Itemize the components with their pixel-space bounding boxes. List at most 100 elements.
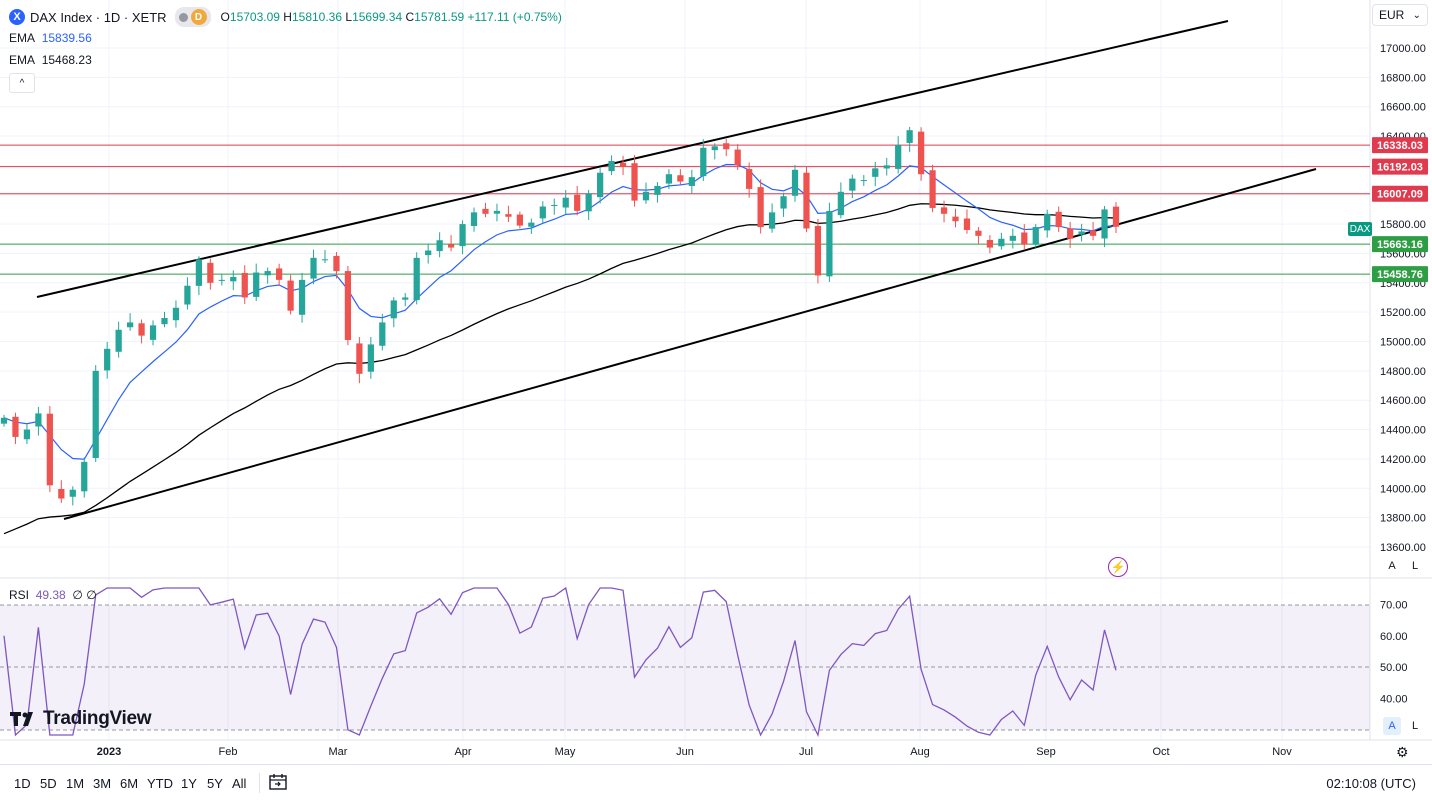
tradingview-logo: TradingView [10,708,152,730]
candle-body [516,214,523,226]
candle-body [711,146,718,151]
candle-body [883,165,890,169]
candle-body [1032,227,1039,245]
market-status[interactable]: D [174,7,211,27]
candle-body [1078,231,1085,235]
candle-body [940,207,948,214]
range-1m-button[interactable]: 1M [66,776,85,791]
candle-body [757,187,764,228]
rsi-auto-scale-button[interactable]: A [1383,717,1401,735]
candle-body [413,257,420,301]
candle-body [379,322,386,346]
range-1y-button[interactable]: 1Y [181,776,197,791]
candle-body [734,149,741,166]
clock[interactable]: 02:10:08 (UTC) [1326,776,1416,791]
level-tag [1372,185,1428,202]
candle-body [436,240,443,252]
candle-body [493,210,501,214]
calendar-icon[interactable] [268,772,288,792]
last-price-tag: DAX [1348,222,1372,236]
range-5d-button[interactable]: 5D [40,776,57,791]
candle-body [975,230,982,236]
toolbar-divider [259,773,260,793]
status-dot-icon [178,12,188,22]
candle-body [58,488,65,499]
time-label: Feb [219,746,238,758]
level-tag [1372,236,1428,253]
lightning-icon[interactable]: ⚡ [1108,557,1128,577]
candle-body [35,413,42,427]
range-all-button[interactable]: All [232,776,247,791]
range-1d-button[interactable]: 1D [14,776,31,791]
price-tick-label: 15200.00 [1380,307,1426,319]
level-tag-text: 15663.16 [1377,239,1423,251]
candle-body [310,257,317,279]
price-tick-label: 14000.00 [1380,483,1426,495]
candle-body [115,329,122,352]
range-6m-button[interactable]: 6M [120,776,139,791]
candle-body [1044,213,1051,231]
candle-body [872,168,879,177]
candle-body [482,208,489,214]
tradingview-mark-icon [10,712,33,726]
candle-body [791,169,799,196]
range-3m-button[interactable]: 3M [93,776,112,791]
level-tags: 16338.03 16192.03 16007.09 15663.16 15458.76 [1372,137,1428,283]
rsi-legend[interactable]: RSI 49.38 ∅ ∅ [9,588,97,602]
candle-body [619,162,627,167]
candle-body [665,174,673,184]
candle-body [138,323,145,336]
auto-scale-button[interactable]: A [1383,557,1401,575]
candle-body [1021,232,1028,245]
candle-body [287,280,294,311]
candle-body [700,147,707,177]
candle-body [551,205,558,207]
candle-body [104,348,111,371]
time-label: Jun [676,746,694,758]
candle-body [126,322,134,328]
candle-body [230,276,237,282]
candle-body [814,226,822,276]
candle-body [826,210,833,277]
rsi-tick-label: 50.00 [1380,662,1408,674]
candle-body [929,170,936,208]
rsi-log-scale-button[interactable]: L [1406,717,1424,735]
price-chart[interactable]: 17000.0016800.0016600.0016400.0016200.00… [0,0,1432,764]
price-tick-label: 14400.00 [1380,425,1426,437]
rsi-tick-label: 40.00 [1380,693,1408,705]
candle-body [803,172,810,229]
price-tick-label: 16800.00 [1380,72,1426,84]
log-scale-button[interactable]: L [1406,557,1424,575]
candle-body [264,271,271,276]
ema-fast-legend[interactable]: EMA 15839.56 [9,31,92,45]
rsi-axis-ticks: 70.00 60.00 50.00 40.00 [1380,600,1408,706]
candle-body [161,318,168,325]
candle-body [367,344,374,372]
candle-body [241,272,248,298]
symbol-title[interactable]: DAX Index · 1D · XETR [30,9,167,25]
candle-body [677,175,684,182]
candle-body [344,271,352,341]
candle-body [470,212,478,227]
candle-body [917,131,925,175]
candle-body [276,268,283,280]
dax-tag-text: DAX [1350,224,1371,235]
time-label: Oct [1152,746,1169,758]
candle-body [390,300,397,319]
price-tick-label: 15800.00 [1380,219,1426,231]
time-label: Aug [910,746,930,758]
candle-body [218,279,225,281]
channel-upper-line[interactable] [36,20,1229,298]
candle-body [505,214,512,217]
symbol-row: X DAX Index · 1D · XETR D O15703.09 H158… [9,7,562,27]
price-tick-label: 15000.00 [1380,337,1426,349]
currency-select[interactable]: EUR ⌄ [1372,4,1428,26]
candle-body [402,297,409,300]
gear-icon[interactable]: ⚙ [1396,744,1409,760]
candle-body [184,285,191,305]
range-ytd-button[interactable]: YTD [147,776,173,791]
range-5y-button[interactable]: 5Y [207,776,223,791]
chevron-down-icon: ⌄ [1412,9,1421,21]
collapse-legend-button[interactable]: ^ [9,73,35,93]
ema-slow-legend[interactable]: EMA 15468.23 [9,53,92,67]
